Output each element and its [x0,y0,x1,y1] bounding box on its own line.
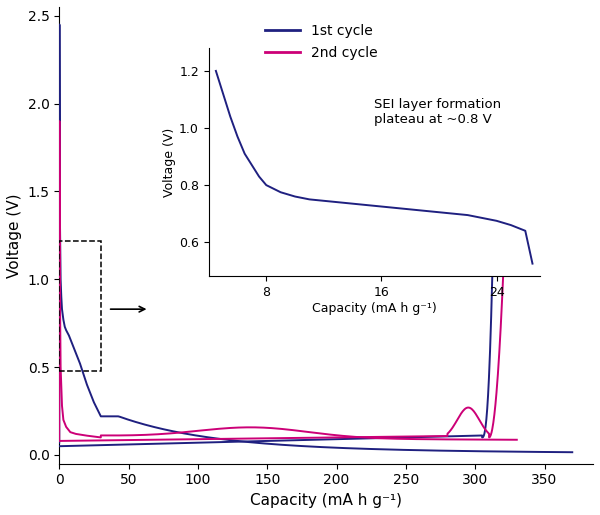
X-axis label: Capacity (mA h g⁻¹): Capacity (mA h g⁻¹) [250,493,402,508]
Y-axis label: Voltage (V): Voltage (V) [7,193,22,278]
Bar [59,241,101,371]
Legend: 1st cycle, 2nd cycle: 1st cycle, 2nd cycle [260,19,383,66]
